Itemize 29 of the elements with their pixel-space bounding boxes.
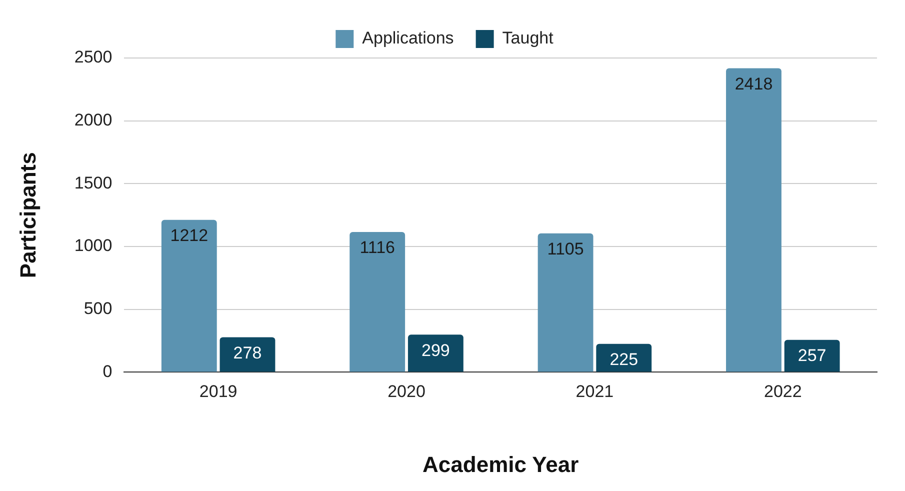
- bar: [538, 233, 594, 372]
- bar: [161, 220, 217, 372]
- y-tick-label: 1500: [74, 173, 112, 192]
- bar: [784, 340, 840, 372]
- data-label: 278: [233, 343, 262, 362]
- x-axis-title: Academic Year: [422, 452, 580, 477]
- data-label: 1116: [360, 238, 395, 258]
- x-tick-label: 2022: [764, 382, 802, 402]
- x-tick-label: 2019: [199, 382, 238, 402]
- y-tick-label: 500: [84, 299, 112, 318]
- data-label: 299: [421, 340, 450, 360]
- data-label: 257: [798, 346, 826, 366]
- data-label: 2418: [734, 74, 773, 94]
- bar: [726, 68, 782, 372]
- data-label: 225: [610, 350, 638, 370]
- x-tick-label: 2021: [576, 382, 614, 402]
- legend-label: Taught: [502, 28, 554, 48]
- legend-label: Applications: [362, 28, 454, 48]
- data-label: 1105: [547, 240, 584, 259]
- y-tick-label: 0: [102, 362, 112, 381]
- y-axis-title: Participants: [15, 152, 40, 278]
- bar: [220, 337, 276, 372]
- y-tick-label: 2000: [74, 110, 112, 130]
- y-tick-label: 2500: [74, 48, 112, 67]
- x-tick-label: 2020: [388, 382, 426, 402]
- bar: [408, 334, 464, 372]
- bar: [350, 232, 406, 372]
- y-tick-label: 1000: [74, 236, 112, 256]
- data-label: 1212: [170, 226, 208, 246]
